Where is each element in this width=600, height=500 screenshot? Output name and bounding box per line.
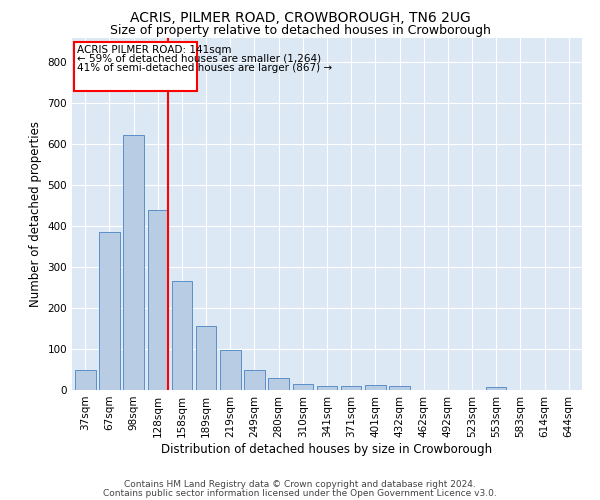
Bar xyxy=(99,232,120,390)
Bar xyxy=(341,386,361,390)
Bar xyxy=(244,370,265,390)
Text: Contains HM Land Registry data © Crown copyright and database right 2024.: Contains HM Land Registry data © Crown c… xyxy=(124,480,476,489)
Bar xyxy=(124,135,144,390)
Bar xyxy=(148,210,168,390)
FancyBboxPatch shape xyxy=(74,42,197,91)
Text: ← 59% of detached houses are smaller (1,264): ← 59% of detached houses are smaller (1,… xyxy=(77,54,321,64)
Text: Contains public sector information licensed under the Open Government Licence v3: Contains public sector information licen… xyxy=(103,488,497,498)
Text: Size of property relative to detached houses in Crowborough: Size of property relative to detached ho… xyxy=(110,24,490,37)
Text: 41% of semi-detached houses are larger (867) →: 41% of semi-detached houses are larger (… xyxy=(77,63,332,73)
Bar xyxy=(220,350,241,390)
Bar xyxy=(365,385,386,390)
Bar xyxy=(268,378,289,390)
Bar xyxy=(389,386,410,390)
Bar xyxy=(75,370,95,390)
Bar xyxy=(172,282,192,390)
Bar xyxy=(317,386,337,390)
Bar xyxy=(486,386,506,390)
Text: ACRIS, PILMER ROAD, CROWBOROUGH, TN6 2UG: ACRIS, PILMER ROAD, CROWBOROUGH, TN6 2UG xyxy=(130,11,470,25)
Y-axis label: Number of detached properties: Number of detached properties xyxy=(29,120,42,306)
Bar xyxy=(196,326,217,390)
X-axis label: Distribution of detached houses by size in Crowborough: Distribution of detached houses by size … xyxy=(161,442,493,456)
Bar xyxy=(293,384,313,390)
Text: ACRIS PILMER ROAD: 141sqm: ACRIS PILMER ROAD: 141sqm xyxy=(77,45,231,55)
